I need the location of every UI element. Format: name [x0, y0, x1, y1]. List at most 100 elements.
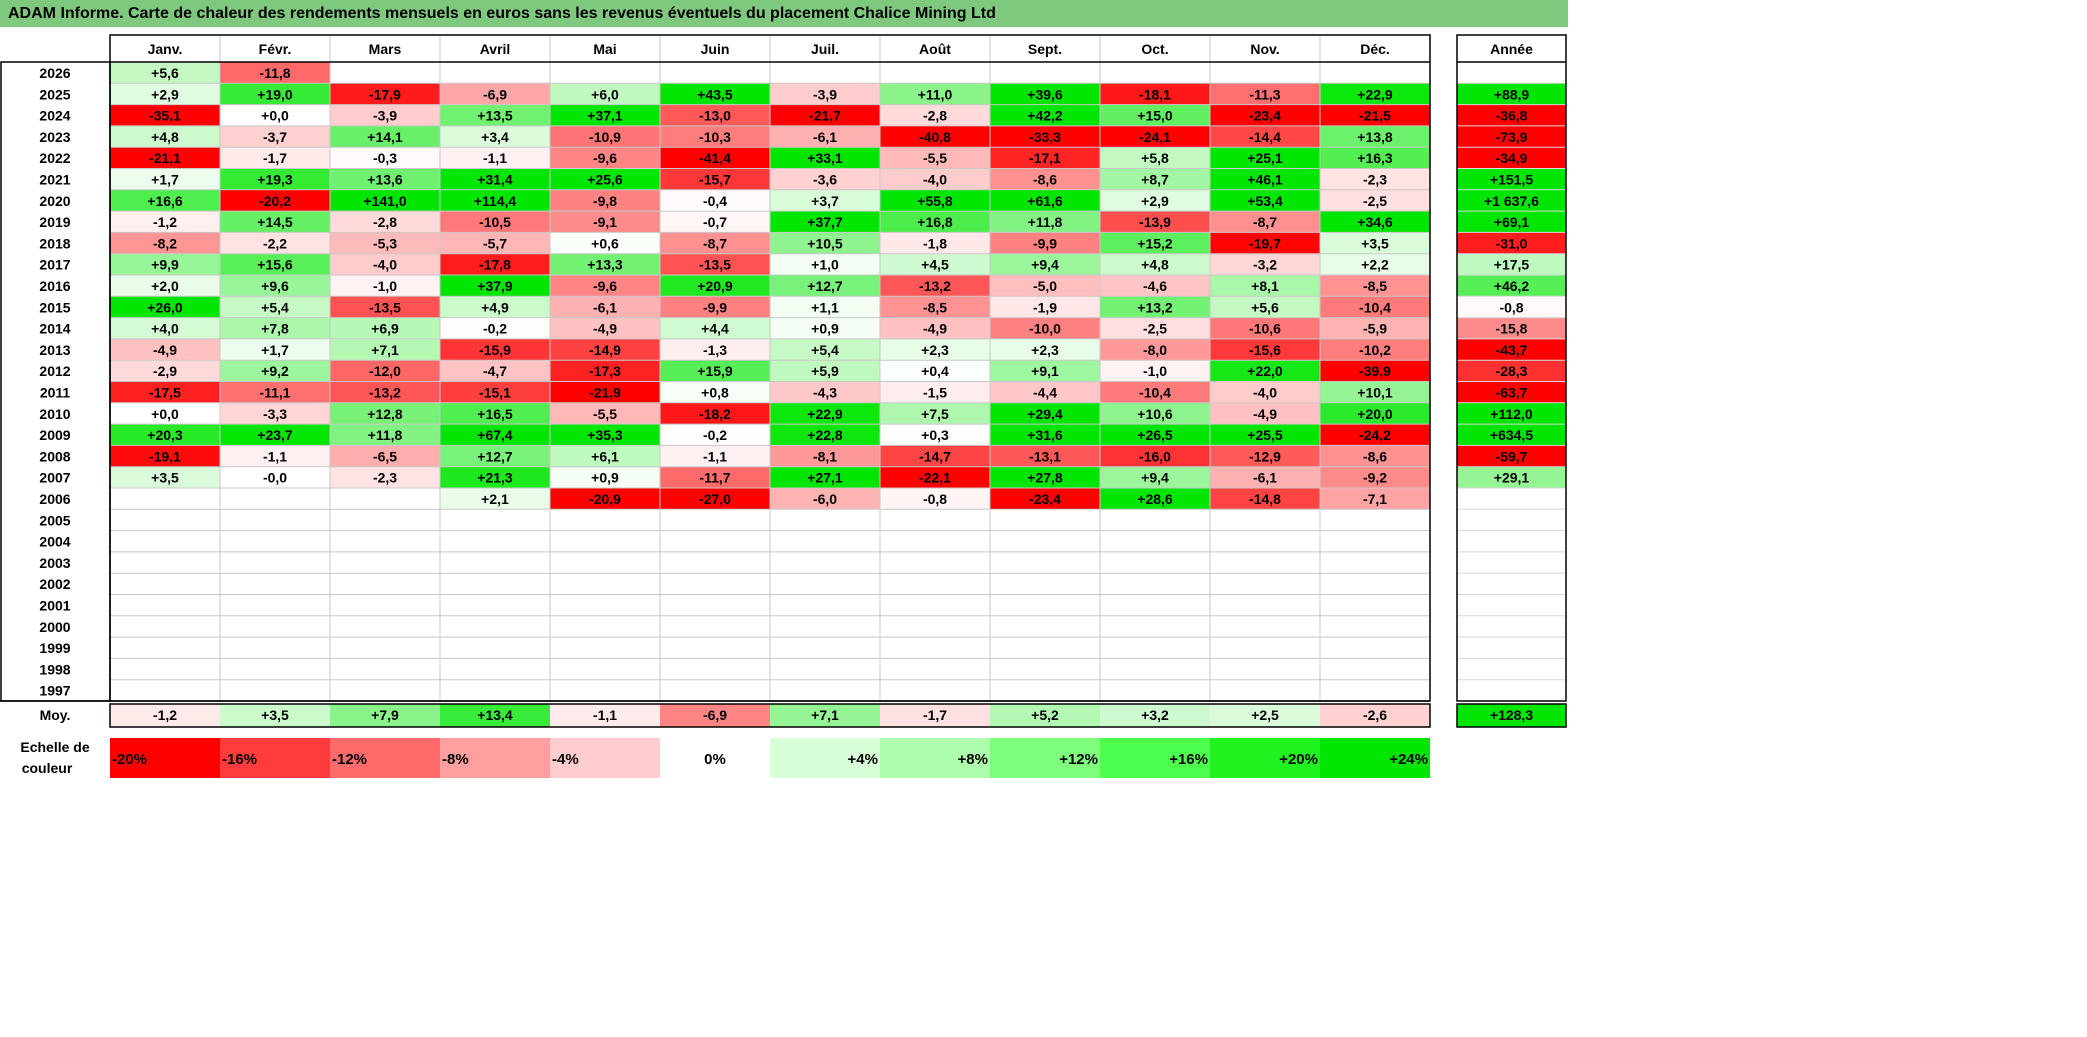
- heat-cell: [110, 253, 220, 275]
- cell-value: +11,8: [1028, 214, 1063, 230]
- cell-value: -4,3: [813, 385, 837, 401]
- heat-cell: [550, 189, 660, 212]
- cell-value: -2,2: [263, 235, 287, 251]
- cell-value: +20,0: [1357, 406, 1393, 422]
- annual-column-border: [1456, 34, 1567, 702]
- heat-cell: [1100, 211, 1210, 233]
- cell-value: -2,3: [373, 470, 397, 486]
- heat-cell: [770, 360, 880, 382]
- heat-cell: [1210, 381, 1320, 403]
- heat-cell: [990, 189, 1100, 212]
- annual-value: -73,9: [1496, 129, 1528, 145]
- heat-cell: [880, 104, 990, 126]
- cell-value: -4,9: [153, 342, 177, 358]
- annual-value: -43,7: [1496, 342, 1528, 358]
- cell-value: +13,6: [367, 172, 403, 188]
- heat-cell: [1210, 488, 1320, 510]
- heat-cell: [330, 402, 440, 425]
- cell-value: -2,3: [1363, 172, 1387, 188]
- cell-value: +2,1: [481, 491, 509, 507]
- heat-cell: [990, 104, 1100, 126]
- heat-cell: [1210, 83, 1320, 105]
- scale-tick-label: +4%: [848, 751, 878, 768]
- scale-swatch: [770, 738, 880, 778]
- cell-value: -4,9: [923, 321, 947, 337]
- heat-cell: [550, 402, 660, 425]
- heat-cell: [1100, 317, 1210, 339]
- heat-cell: [990, 83, 1100, 105]
- cell-value: +15,2: [1137, 235, 1173, 251]
- average-value: +3,5: [261, 707, 289, 723]
- heat-cell: [1320, 125, 1430, 148]
- heat-cell: [110, 296, 220, 318]
- heat-cell: [110, 125, 220, 148]
- cell-value: -17,3: [589, 363, 621, 379]
- heat-cell: [440, 104, 550, 126]
- year-label: 2000: [39, 619, 70, 635]
- heat-cell: [880, 317, 990, 339]
- heat-cell: [1100, 381, 1210, 403]
- heat-cell: [330, 253, 440, 275]
- heat-cell: [220, 317, 330, 339]
- annual-value: -36,8: [1496, 108, 1528, 124]
- cell-value: -20,2: [259, 193, 291, 209]
- heat-cell: [550, 424, 660, 446]
- cell-value: -6,0: [813, 491, 837, 507]
- heat-cell: [440, 488, 550, 510]
- annual-value: -59,7: [1496, 448, 1528, 464]
- cell-value: -1,1: [263, 448, 287, 464]
- heat-cell: [550, 253, 660, 275]
- cell-value: +13,3: [587, 257, 623, 273]
- heat-cell: [770, 488, 880, 510]
- cell-value: +0,3: [921, 427, 949, 443]
- heat-cell: [110, 424, 220, 446]
- cell-value: -5,7: [483, 235, 507, 251]
- heat-cell: [990, 488, 1100, 510]
- cell-value: -1,5: [923, 385, 947, 401]
- heat-cell: [880, 360, 990, 382]
- heat-cell: [110, 381, 220, 403]
- heat-cell: [1320, 317, 1430, 339]
- average-cell: [440, 704, 550, 727]
- heat-cell: [1210, 445, 1320, 467]
- annual-cell: [1457, 338, 1566, 361]
- year-label: 2001: [39, 598, 70, 614]
- cell-value: +4,5: [921, 257, 949, 273]
- year-label: 1999: [39, 640, 70, 656]
- cell-value: -15,1: [479, 385, 511, 401]
- scale-swatch: [1100, 738, 1210, 778]
- year-label: 2010: [39, 406, 70, 422]
- cell-value: +27,8: [1027, 470, 1063, 486]
- cell-value: +2,9: [151, 86, 179, 102]
- cell-value: +22,0: [1247, 363, 1283, 379]
- cell-value: -14,4: [1249, 129, 1281, 145]
- heat-cell: [440, 296, 550, 318]
- cell-value: +8,7: [1141, 172, 1169, 188]
- average-cell: [1210, 704, 1320, 727]
- heat-cell: [660, 317, 770, 339]
- heat-cell: [660, 424, 770, 446]
- cell-value: -1,8: [923, 235, 947, 251]
- heat-cell: [330, 275, 440, 297]
- year-label: 2002: [39, 576, 70, 592]
- cell-value: -5,9: [1363, 321, 1387, 337]
- heat-cell: [770, 147, 880, 169]
- average-cell: [110, 704, 220, 727]
- heat-cell: [990, 211, 1100, 233]
- cell-value: -9,2: [1363, 470, 1387, 486]
- heat-cell: [880, 296, 990, 318]
- cell-value: +35,3: [587, 427, 623, 443]
- heat-cell: [1100, 147, 1210, 169]
- heat-cell: [550, 83, 660, 105]
- cell-value: -21,1: [149, 150, 181, 166]
- annual-value: -0,8: [1499, 299, 1523, 315]
- heat-cell: [990, 317, 1100, 339]
- heat-cell: [330, 360, 440, 382]
- heat-cell: [880, 83, 990, 105]
- cell-value: +20,9: [697, 278, 733, 294]
- cell-value: +22,8: [807, 427, 843, 443]
- cell-value: -4,0: [373, 257, 397, 273]
- month-header: Mai: [593, 41, 616, 57]
- cell-value: +6,1: [591, 448, 619, 464]
- heat-cell: [550, 296, 660, 318]
